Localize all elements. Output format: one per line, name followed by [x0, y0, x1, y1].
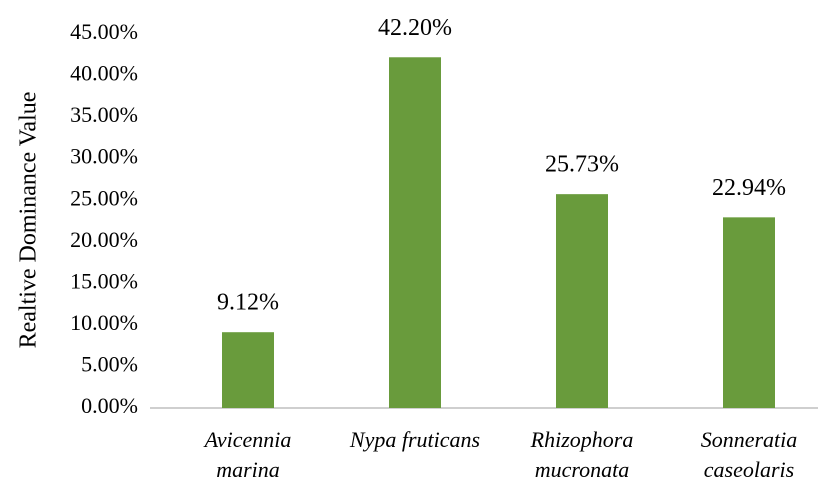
x-tick-label: Sonneratia	[701, 427, 798, 452]
x-tick-label: marina	[216, 457, 280, 482]
data-label: 22.94%	[712, 175, 786, 201]
y-tick-label: 45.00%	[70, 19, 138, 44]
y-tick-label: 25.00%	[70, 185, 138, 210]
y-tick-label: 20.00%	[70, 227, 138, 252]
data-label: 42.20%	[378, 15, 452, 41]
y-tick-label: 10.00%	[70, 310, 138, 335]
bar	[723, 217, 775, 408]
x-tick-label: Nypa fruticans	[349, 427, 480, 452]
data-label: 25.73%	[545, 152, 619, 178]
data-label: 9.12%	[217, 290, 279, 316]
x-tick-label: mucronata	[535, 457, 630, 482]
bar	[556, 194, 608, 408]
bar	[389, 57, 441, 408]
x-tick-label: Avicennia	[203, 427, 292, 452]
x-tick-label: caseolaris	[704, 457, 794, 482]
y-tick-label: 30.00%	[70, 144, 138, 169]
y-tick-label: 5.00%	[81, 351, 138, 376]
y-tick-label: 0.00%	[81, 393, 138, 418]
y-axis-title: Realtive Dominance Value	[16, 92, 42, 349]
x-tick-label: Rhizophora	[530, 427, 634, 452]
y-tick-label: 35.00%	[70, 102, 138, 127]
y-tick-label: 15.00%	[70, 268, 138, 293]
y-tick-label: 40.00%	[70, 61, 138, 86]
bar	[222, 332, 274, 408]
